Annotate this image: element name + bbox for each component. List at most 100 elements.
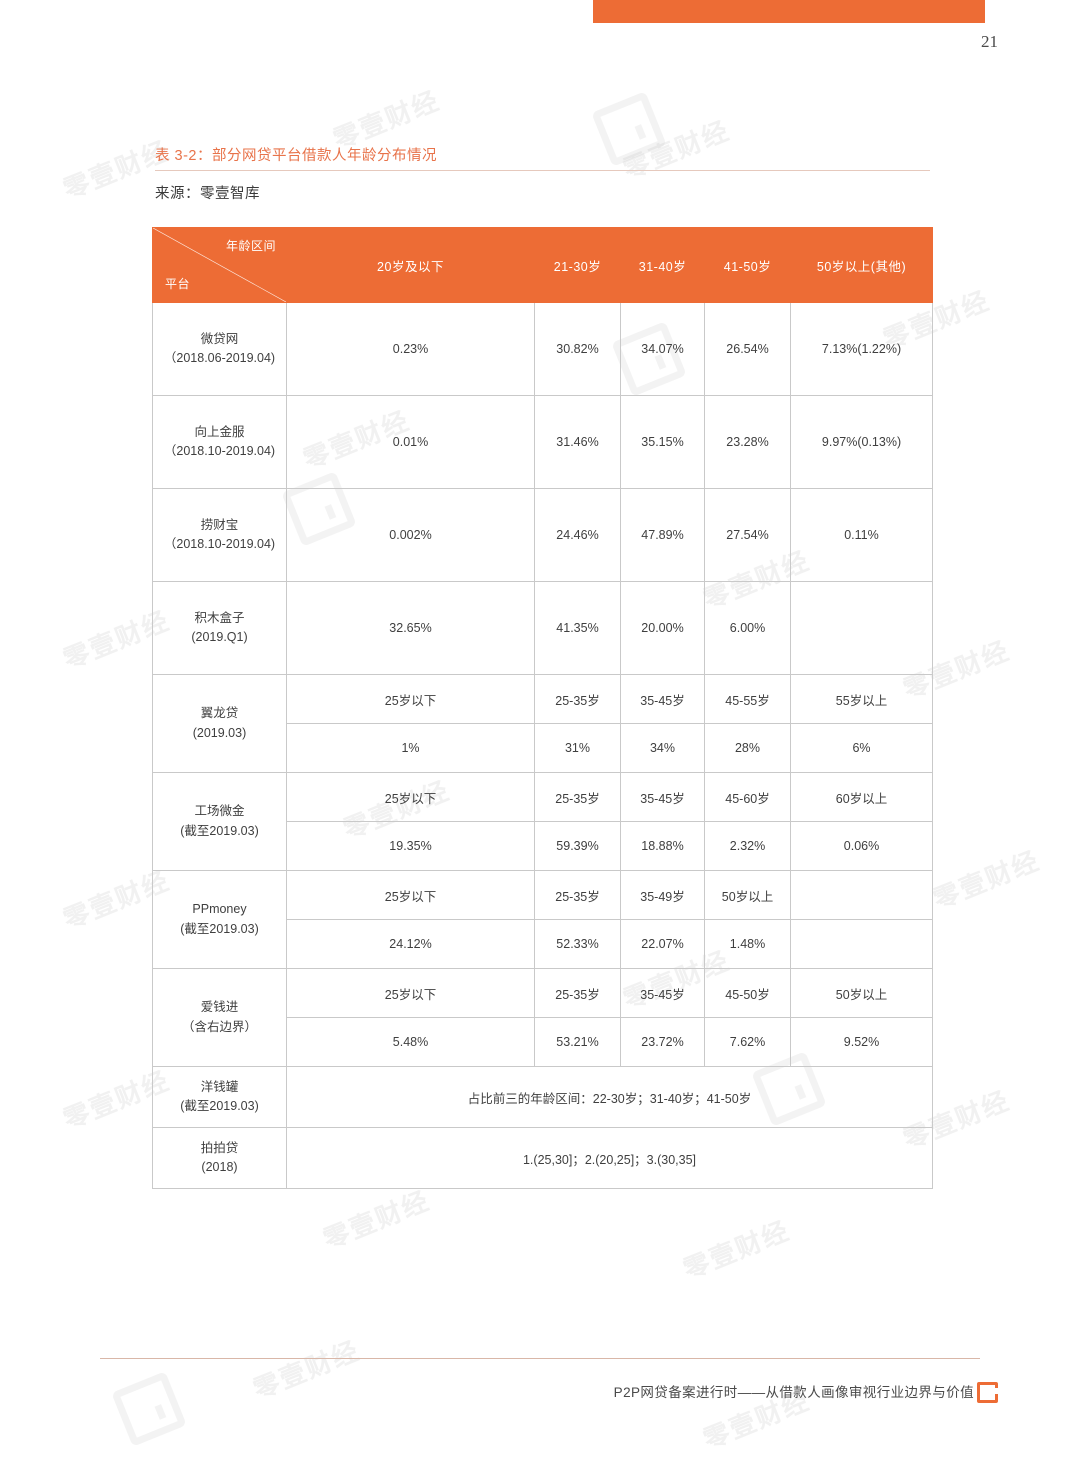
header-platform-label: 平台	[165, 277, 191, 291]
cell-value: 2.32%	[704, 821, 791, 871]
table-row: 向上金服 （2018.10-2019.04) 0.01% 31.46% 35.1…	[152, 395, 933, 489]
platform-cell: 爱钱进 （含右边界）	[152, 968, 287, 1067]
cell-value: 0.11%	[790, 488, 933, 582]
platform-name: 捞财宝	[200, 517, 239, 532]
platform-date: (截至2019.03)	[180, 823, 259, 838]
table-row: 翼龙贷 (2019.03) 25岁以下 25-35岁 35-45岁 45-55岁…	[152, 674, 933, 773]
cell-value: 1.48%	[704, 919, 791, 969]
sub-header-cell: 25-35岁	[534, 772, 621, 822]
platform-name: 翼龙贷	[200, 706, 239, 721]
watermark-text: 零壹财经	[679, 1215, 795, 1285]
cell-value: 27.54%	[704, 488, 791, 582]
cell-value: 31.46%	[534, 395, 621, 489]
cell-value: 9.52%	[790, 1017, 933, 1067]
platform-date: (截至2019.03)	[180, 1099, 259, 1113]
cell-value: 22.07%	[620, 919, 705, 969]
age-distribution-table: 年龄区间 平台 20岁及以下 21-30岁 31-40岁 41-50岁 50岁以…	[152, 227, 933, 1189]
sub-header-cell: 35-45岁	[620, 772, 705, 822]
footer-divider	[100, 1358, 980, 1359]
sub-header-cell: 50岁以上	[790, 968, 933, 1018]
cell-value: 59.39%	[534, 821, 621, 871]
cell-value: 26.54%	[704, 302, 791, 396]
cell-value: 7.62%	[704, 1017, 791, 1067]
table-row: 5.48% 53.21% 23.72% 7.62% 9.52%	[153, 1017, 933, 1067]
header-corner-cell: 年龄区间 平台	[152, 227, 287, 303]
cell-value: 32.65%	[286, 581, 535, 675]
cell-value: 18.88%	[620, 821, 705, 871]
cell-value: 0.23%	[286, 302, 535, 396]
sub-header-cell: 35-45岁	[620, 674, 705, 724]
cell-value: 53.21%	[534, 1017, 621, 1067]
table-source: 来源：零壹智库	[155, 186, 260, 202]
platform-cell: 洋钱罐 (截至2019.03)	[152, 1066, 287, 1128]
cell-value	[790, 581, 933, 675]
table-header: 年龄区间 平台 20岁及以下 21-30岁 31-40岁 41-50岁 50岁以…	[152, 227, 933, 303]
platform-name: PPmoney	[192, 902, 247, 917]
cell-value: 19.35%	[286, 821, 535, 871]
table-row: PPmoney (截至2019.03) 25岁以下 25-35岁 35-49岁 …	[152, 870, 933, 969]
footer-title: P2P网贷备案进行时——从借款人画像审视行业边界与价值	[613, 1385, 974, 1400]
cell-value: 6.00%	[704, 581, 791, 675]
platform-date: (2018)	[201, 1160, 238, 1174]
sub-header-cell: 25岁以下	[286, 674, 535, 724]
platform-cell: 微贷网 （2018.06-2019.04)	[152, 302, 287, 396]
platform-date: （2018.06-2019.04)	[163, 351, 276, 365]
table-body: 微贷网 （2018.06-2019.04) 0.23% 30.82% 34.07…	[152, 302, 933, 1189]
watermark-text: 零壹财经	[619, 115, 735, 185]
brand-logo-watermark-icon	[111, 1371, 187, 1447]
platform-date: （含右边界）	[181, 1019, 257, 1034]
cell-value: 20.00%	[620, 581, 705, 675]
sub-header-cell: 45-55岁	[704, 674, 791, 724]
cell-value: 30.82%	[534, 302, 621, 396]
cell-value: 7.13%(1.22%)	[790, 302, 933, 396]
table-row: 积木盒子 (2019.Q1) 32.65% 41.35% 20.00% 6.00…	[152, 581, 933, 675]
table-row: 工场微金 (截至2019.03) 25岁以下 25-35岁 35-45岁 45-…	[152, 772, 933, 871]
sub-header-cell: 35-45岁	[620, 968, 705, 1018]
table-row: 拍拍贷 (2018) 1.(25,30]；2.(20,25]；3.(30,35]	[152, 1127, 933, 1189]
cell-value: 47.89%	[620, 488, 705, 582]
cell-value: 9.97%(0.13%)	[790, 395, 933, 489]
diagonal-divider-icon	[153, 228, 286, 302]
platform-cell: 拍拍贷 (2018)	[152, 1127, 287, 1189]
header-col-1: 21-30岁	[534, 227, 621, 303]
platform-date: (2019.Q1)	[191, 630, 248, 644]
sub-header-cell: 50岁以上	[704, 870, 791, 920]
sub-header-cell: 45-60岁	[704, 772, 791, 822]
cell-value: 34%	[620, 723, 705, 773]
note-cell: 1.(25,30]；2.(20,25]；3.(30,35]	[286, 1127, 933, 1189]
platform-name: 微贷网	[200, 331, 239, 346]
platform-date: (2019.03)	[192, 725, 247, 740]
sub-header-cell: 55岁以上	[790, 674, 933, 724]
cell-value: 35.15%	[620, 395, 705, 489]
sub-header-cell: 60岁以上	[790, 772, 933, 822]
cell-value: 28%	[704, 723, 791, 773]
header-col-3: 41-50岁	[704, 227, 791, 303]
cell-value	[790, 919, 933, 969]
table-caption: 表 3-2：部分网贷平台借款人年龄分布情况	[155, 148, 437, 164]
platform-date: （2018.10-2019.04)	[163, 444, 276, 458]
header-col-0: 20岁及以下	[286, 227, 535, 303]
top-accent-bar	[593, 0, 985, 23]
cell-value: 41.35%	[534, 581, 621, 675]
table-row: 爱钱进 （含右边界） 25岁以下 25-35岁 35-45岁 45-50岁 50…	[152, 968, 933, 1067]
table-row: 19.35% 59.39% 18.88% 2.32% 0.06%	[153, 821, 933, 871]
cell-value: 5.48%	[286, 1017, 535, 1067]
sub-header-cell: 25岁以下	[286, 870, 535, 920]
cell-value: 23.28%	[704, 395, 791, 489]
platform-cell: 向上金服 （2018.10-2019.04)	[152, 395, 287, 489]
platform-name: 积木盒子	[194, 610, 245, 625]
platform-name: 向上金服	[194, 424, 245, 439]
sub-header-cell: 25-35岁	[534, 870, 621, 920]
cell-value: 1%	[286, 723, 535, 773]
platform-cell: PPmoney (截至2019.03)	[152, 870, 287, 969]
cell-value: 0.06%	[790, 821, 933, 871]
cell-value: 31%	[534, 723, 621, 773]
table-row: 洋钱罐 (截至2019.03) 占比前三的年龄区间：22-30岁；31-40岁；…	[152, 1066, 933, 1128]
header-col-2: 31-40岁	[620, 227, 705, 303]
platform-date: (截至2019.03)	[180, 921, 259, 936]
sub-header-cell: 25岁以下	[286, 772, 535, 822]
sub-header-cell: 25-35岁	[534, 674, 621, 724]
table-row: 捞财宝 （2018.10-2019.04) 0.002% 24.46% 47.8…	[152, 488, 933, 582]
cell-value: 52.33%	[534, 919, 621, 969]
page-number: 21	[981, 32, 998, 51]
